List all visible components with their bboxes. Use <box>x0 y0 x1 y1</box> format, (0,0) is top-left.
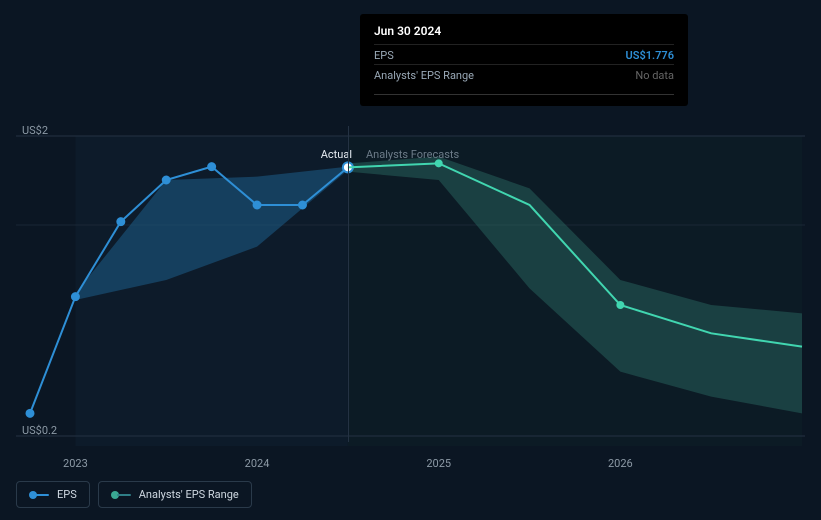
legend-label: EPS <box>57 488 77 501</box>
y-tick-label: US$0.2 <box>22 424 57 437</box>
legend-swatch <box>29 491 49 499</box>
segment-label-forecast: Analysts Forecasts <box>366 148 459 161</box>
chart-legend: EPS Analysts' EPS Range <box>16 481 252 508</box>
eps-chart: US$2 US$0.2 2023 2024 2025 2026 Actual A… <box>0 0 821 520</box>
tooltip-date: Jun 30 2024 <box>374 24 674 38</box>
tooltip-row-value: US$1.776 <box>626 49 675 62</box>
x-tick-label: 2023 <box>63 457 88 470</box>
legend-item-range[interactable]: Analysts' EPS Range <box>98 481 252 508</box>
x-tick-label: 2025 <box>426 457 451 470</box>
legend-swatch <box>111 491 131 499</box>
legend-item-eps[interactable]: EPS <box>16 481 90 508</box>
chart-tooltip: Jun 30 2024 EPS US$1.776 Analysts' EPS R… <box>360 14 688 106</box>
tooltip-row-label: EPS <box>374 49 394 62</box>
legend-label: Analysts' EPS Range <box>139 488 239 501</box>
tooltip-row-label: Analysts' EPS Range <box>374 69 474 82</box>
tooltip-row-value: No data <box>635 69 674 82</box>
tooltip-row: EPS US$1.776 <box>374 44 674 62</box>
x-tick-label: 2024 <box>245 457 270 470</box>
divider-line <box>348 126 349 442</box>
tooltip-row: Analysts' EPS Range No data <box>374 64 674 82</box>
x-tick-label: 2026 <box>608 457 633 470</box>
y-tick-label: US$2 <box>22 124 48 137</box>
